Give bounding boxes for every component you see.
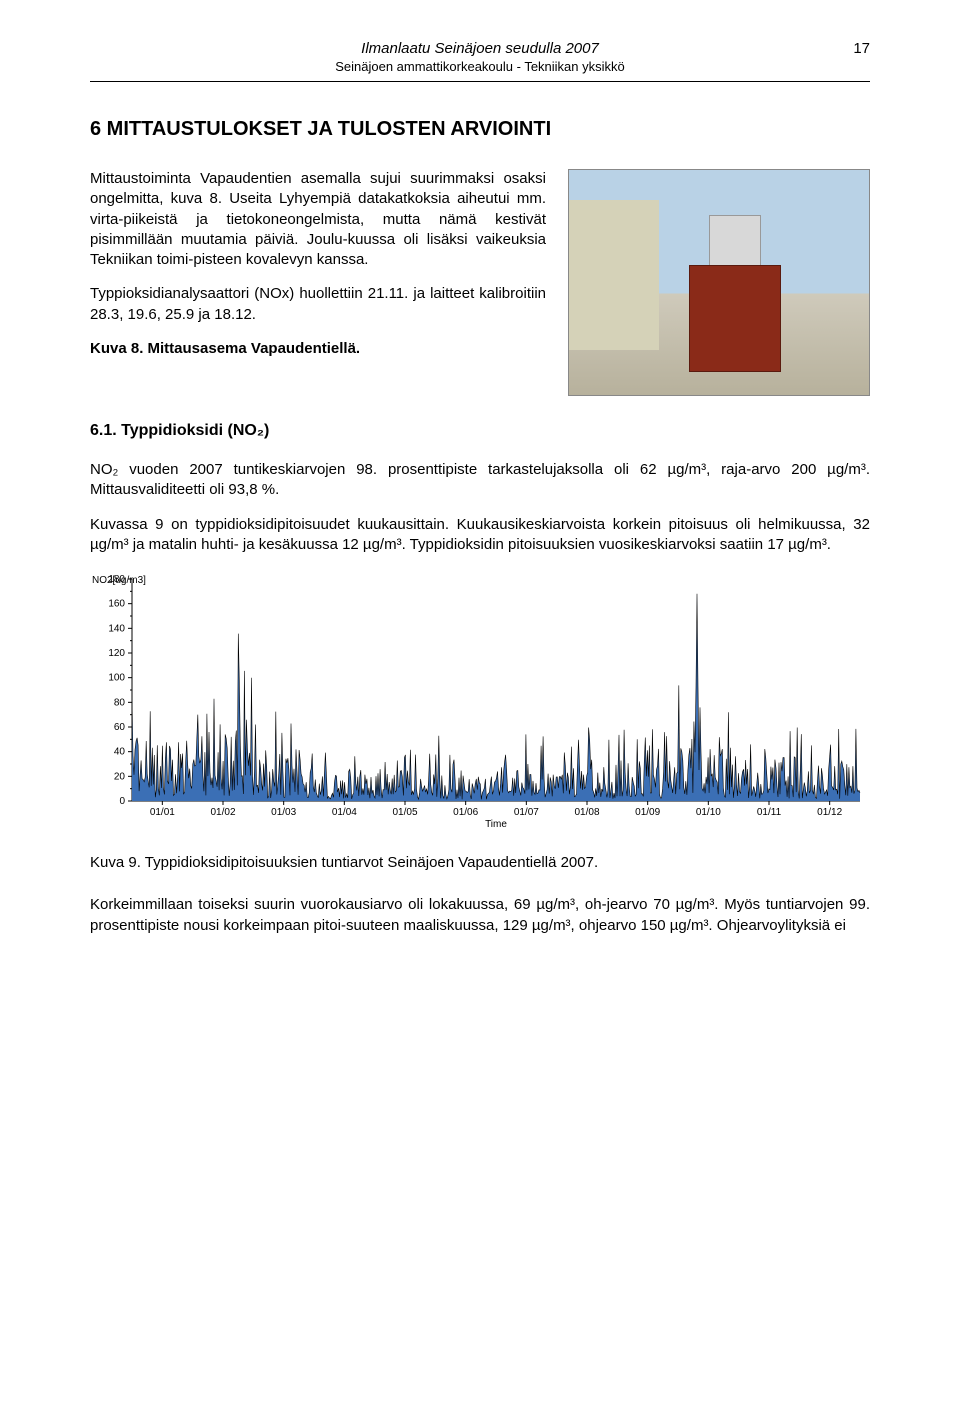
footer-paragraph: Korkeimmillaan toiseksi suurin vuorokaus…	[90, 895, 870, 936]
photo-cabinet-shape	[689, 265, 781, 372]
svg-text:160: 160	[108, 599, 125, 610]
photo-building-shape	[569, 200, 659, 350]
no2-chart-container: NO2[ug/m3]02040608010012014016018001/010…	[90, 569, 870, 829]
svg-text:01/12: 01/12	[817, 807, 842, 818]
intro-paragraph-1: Mittaustoiminta Vapaudentien asemalla su…	[90, 169, 546, 270]
header-divider	[90, 81, 870, 82]
svg-text:01/10: 01/10	[696, 807, 721, 818]
svg-text:120: 120	[108, 648, 125, 659]
subsection-paragraph-1: NO₂ vuoden 2007 tuntikeskiarvojen 98. pr…	[90, 460, 870, 501]
intro-text-column: Mittaustoiminta Vapaudentien asemalla su…	[90, 169, 546, 396]
svg-text:100: 100	[108, 673, 125, 684]
svg-text:01/04: 01/04	[332, 807, 357, 818]
svg-text:01/09: 01/09	[635, 807, 660, 818]
svg-text:60: 60	[114, 722, 126, 733]
section-title: 6 MITTAUSTULOKSET JA TULOSTEN ARVIOINTI	[90, 118, 870, 141]
intro-image-column	[568, 169, 870, 396]
figure8-photo	[568, 169, 870, 396]
svg-text:40: 40	[114, 747, 126, 758]
svg-text:Time: Time	[485, 819, 507, 829]
subsection-paragraph-2: Kuvassa 9 on typpidioksidipitoisuudet ku…	[90, 515, 870, 556]
svg-text:01/03: 01/03	[271, 807, 296, 818]
svg-text:01/06: 01/06	[453, 807, 478, 818]
page-number: 17	[853, 40, 870, 57]
svg-text:80: 80	[114, 697, 126, 708]
intro-paragraph-2: Typpioksidianalysaattori (NOx) huolletti…	[90, 284, 546, 325]
svg-text:01/11: 01/11	[757, 807, 782, 818]
subsection-body: NO₂ vuoden 2007 tuntikeskiarvojen 98. pr…	[90, 460, 870, 555]
figure8-caption: Kuva 8. Mittausasema Vapaudentiellä.	[90, 339, 546, 359]
svg-text:180: 180	[108, 574, 125, 585]
svg-text:01/02: 01/02	[210, 807, 235, 818]
header-subtitle: Seinäjoen ammattikorkeakoulu - Tekniikan…	[90, 59, 870, 75]
svg-text:01/01: 01/01	[150, 807, 175, 818]
intro-two-column: Mittaustoiminta Vapaudentien asemalla su…	[90, 169, 870, 396]
page-header: Ilmanlaatu Seinäjoen seudulla 2007 Seinä…	[90, 40, 870, 75]
figure9-caption: Kuva 9. Typpidioksidipitoisuuksien tunti…	[90, 853, 870, 873]
photo-stand-shape	[709, 215, 761, 267]
figure9-caption-block: Kuva 9. Typpidioksidipitoisuuksien tunti…	[90, 853, 870, 873]
svg-text:01/08: 01/08	[574, 807, 599, 818]
svg-text:0: 0	[119, 796, 125, 807]
svg-text:140: 140	[108, 623, 125, 634]
svg-text:01/05: 01/05	[392, 807, 417, 818]
no2-chart: NO2[ug/m3]02040608010012014016018001/010…	[90, 569, 870, 829]
subsection-title: 6.1. Typpidioksidi (NO₂)	[90, 422, 870, 440]
svg-text:20: 20	[114, 771, 126, 782]
header-title: Ilmanlaatu Seinäjoen seudulla 2007	[90, 40, 870, 59]
svg-text:01/07: 01/07	[514, 807, 539, 818]
